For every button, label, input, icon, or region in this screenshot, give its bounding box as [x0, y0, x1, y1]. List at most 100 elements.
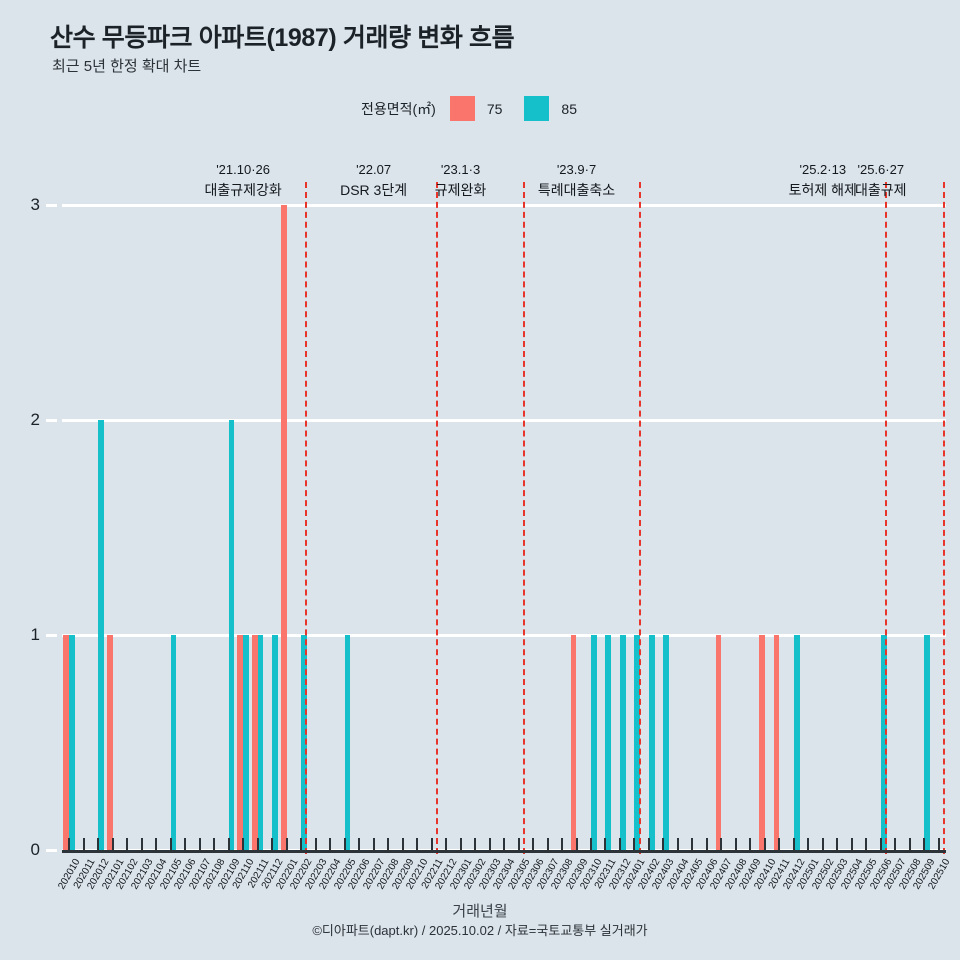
- x-tick-mark: [198, 838, 201, 851]
- bar-85-202202[interactable]: [301, 635, 307, 850]
- y-tick-mark: [46, 418, 57, 422]
- x-tick-mark: [445, 838, 447, 851]
- x-tick-mark: [749, 838, 752, 851]
- legend-item-85[interactable]: 85: [524, 96, 577, 121]
- bar-85-202402[interactable]: [648, 635, 655, 850]
- annotation-date: '25.6·27: [857, 162, 905, 177]
- y-tick-mark: [46, 633, 57, 637]
- bar-85-202110[interactable]: [243, 635, 249, 850]
- x-tick-mark: [488, 838, 491, 851]
- x-tick-mark: [662, 838, 665, 851]
- x-tick-mark: [387, 838, 390, 851]
- bar-75-202111[interactable]: [251, 635, 258, 850]
- bar-75-202410[interactable]: [759, 635, 765, 850]
- bar-85-202012[interactable]: [98, 420, 105, 850]
- bar-85-202412[interactable]: [793, 635, 800, 850]
- bar-85-202105[interactable]: [170, 635, 177, 850]
- x-tick-mark: [430, 838, 433, 851]
- x-tick-mark: [633, 838, 636, 851]
- bar-75-202110[interactable]: [237, 635, 244, 850]
- x-tick-mark: [763, 838, 766, 851]
- annotation-line-202502: [884, 182, 887, 854]
- annotation-202309: '23.9·7 특례대출축소: [538, 160, 615, 201]
- bar-75-202101[interactable]: [106, 635, 113, 850]
- x-tick-mark: [821, 838, 824, 851]
- x-tick-mark: [242, 838, 245, 851]
- page-subtitle: 최근 5년 한정 확대 차트: [52, 58, 202, 75]
- annotation-date: '23.1·3: [440, 162, 481, 177]
- x-tick-mark: [184, 838, 187, 851]
- legend-label-85: 85: [561, 100, 577, 117]
- bar-85-202010[interactable]: [69, 635, 76, 850]
- x-tick-mark: [590, 838, 592, 851]
- annotation-text: 특례대출축소: [537, 181, 616, 198]
- bar-75-202010[interactable]: [63, 635, 70, 850]
- x-tick-mark: [532, 838, 534, 851]
- y-tick-mark: [46, 203, 57, 207]
- page-title: 산수 무등파크 아파트(1987) 거래량 변화 흐름: [50, 24, 515, 52]
- x-tick-mark: [474, 838, 476, 851]
- bar-75-202309[interactable]: [570, 635, 577, 850]
- bar-85-202506[interactable]: [880, 635, 887, 850]
- x-tick-mark: [705, 838, 708, 851]
- bar-85-202109[interactable]: [228, 420, 235, 850]
- bar-85-202403[interactable]: [663, 635, 670, 850]
- bar-85-202509[interactable]: [924, 635, 931, 850]
- x-tick-mark: [734, 838, 737, 851]
- x-axis-title: 거래년월: [452, 903, 508, 920]
- x-tick-mark: [416, 838, 418, 851]
- x-tick-mark: [401, 838, 404, 851]
- x-tick-mark: [111, 838, 114, 851]
- bar-85-202310[interactable]: [590, 635, 597, 850]
- x-tick-mark: [82, 838, 85, 851]
- annotation-text: 규제완화: [434, 181, 487, 198]
- bar-85-202401[interactable]: [634, 635, 641, 850]
- legend-item-75[interactable]: 75: [449, 96, 502, 121]
- annotation-text: 토허제 해제: [788, 181, 857, 198]
- x-tick-mark: [97, 838, 100, 851]
- annotation-text: 대출규제강화: [204, 181, 282, 198]
- x-tick-mark: [647, 838, 650, 851]
- x-tick-mark: [329, 838, 332, 851]
- annotation-202502: '25.2·13 토허제 해제: [789, 160, 857, 201]
- bar-85-202311[interactable]: [605, 635, 612, 850]
- footer-credit: ©디아파트(dapt.kr) / 2025.10.02 / 자료=국토교통부 실…: [312, 923, 648, 938]
- x-tick-mark: [691, 838, 694, 851]
- bar-85-202205[interactable]: [344, 635, 351, 850]
- legend-swatch-85: [524, 96, 550, 121]
- x-tick-mark: [850, 838, 853, 851]
- bar-75-202411[interactable]: [773, 635, 780, 850]
- bar-85-202112[interactable]: [272, 635, 278, 850]
- x-tick-mark: [140, 838, 143, 851]
- x-tick-mark: [807, 838, 810, 851]
- bar-75-202201[interactable]: [280, 205, 287, 850]
- annotation-line-202110: [305, 182, 308, 854]
- annotation-date: '21.10·26: [216, 162, 270, 177]
- x-tick-mark: [358, 838, 361, 851]
- x-tick-mark: [126, 838, 129, 851]
- annotation-202506: '25.6·27 대출규제: [855, 160, 907, 201]
- x-tick-mark: [720, 838, 723, 851]
- x-tick-mark: [503, 838, 505, 851]
- annotation-date: '22.07: [356, 162, 392, 177]
- y-tick-mark: [46, 848, 57, 852]
- x-tick-mark: [271, 838, 274, 851]
- x-tick-mark: [879, 838, 882, 851]
- x-tick-mark: [285, 838, 288, 851]
- bar-85-202312[interactable]: [619, 635, 626, 850]
- annotation-line-202309: [638, 182, 641, 854]
- x-tick-mark: [923, 838, 926, 851]
- y-axis-labels: 0 1 2 3: [0, 195, 57, 859]
- x-axis-line: [62, 850, 946, 853]
- bar-85-202111[interactable]: [257, 635, 264, 850]
- x-tick-mark: [618, 838, 621, 851]
- bar-75-202407[interactable]: [715, 635, 722, 850]
- x-tick-mark: [604, 838, 607, 851]
- gridline: [62, 418, 946, 422]
- x-tick-mark: [546, 838, 549, 851]
- x-tick-mark: [676, 838, 679, 851]
- x-tick-mark: [68, 838, 71, 851]
- x-tick-mark: [459, 838, 462, 851]
- annotation-date: '23.9·7: [556, 162, 597, 177]
- x-tick-mark: [865, 838, 868, 851]
